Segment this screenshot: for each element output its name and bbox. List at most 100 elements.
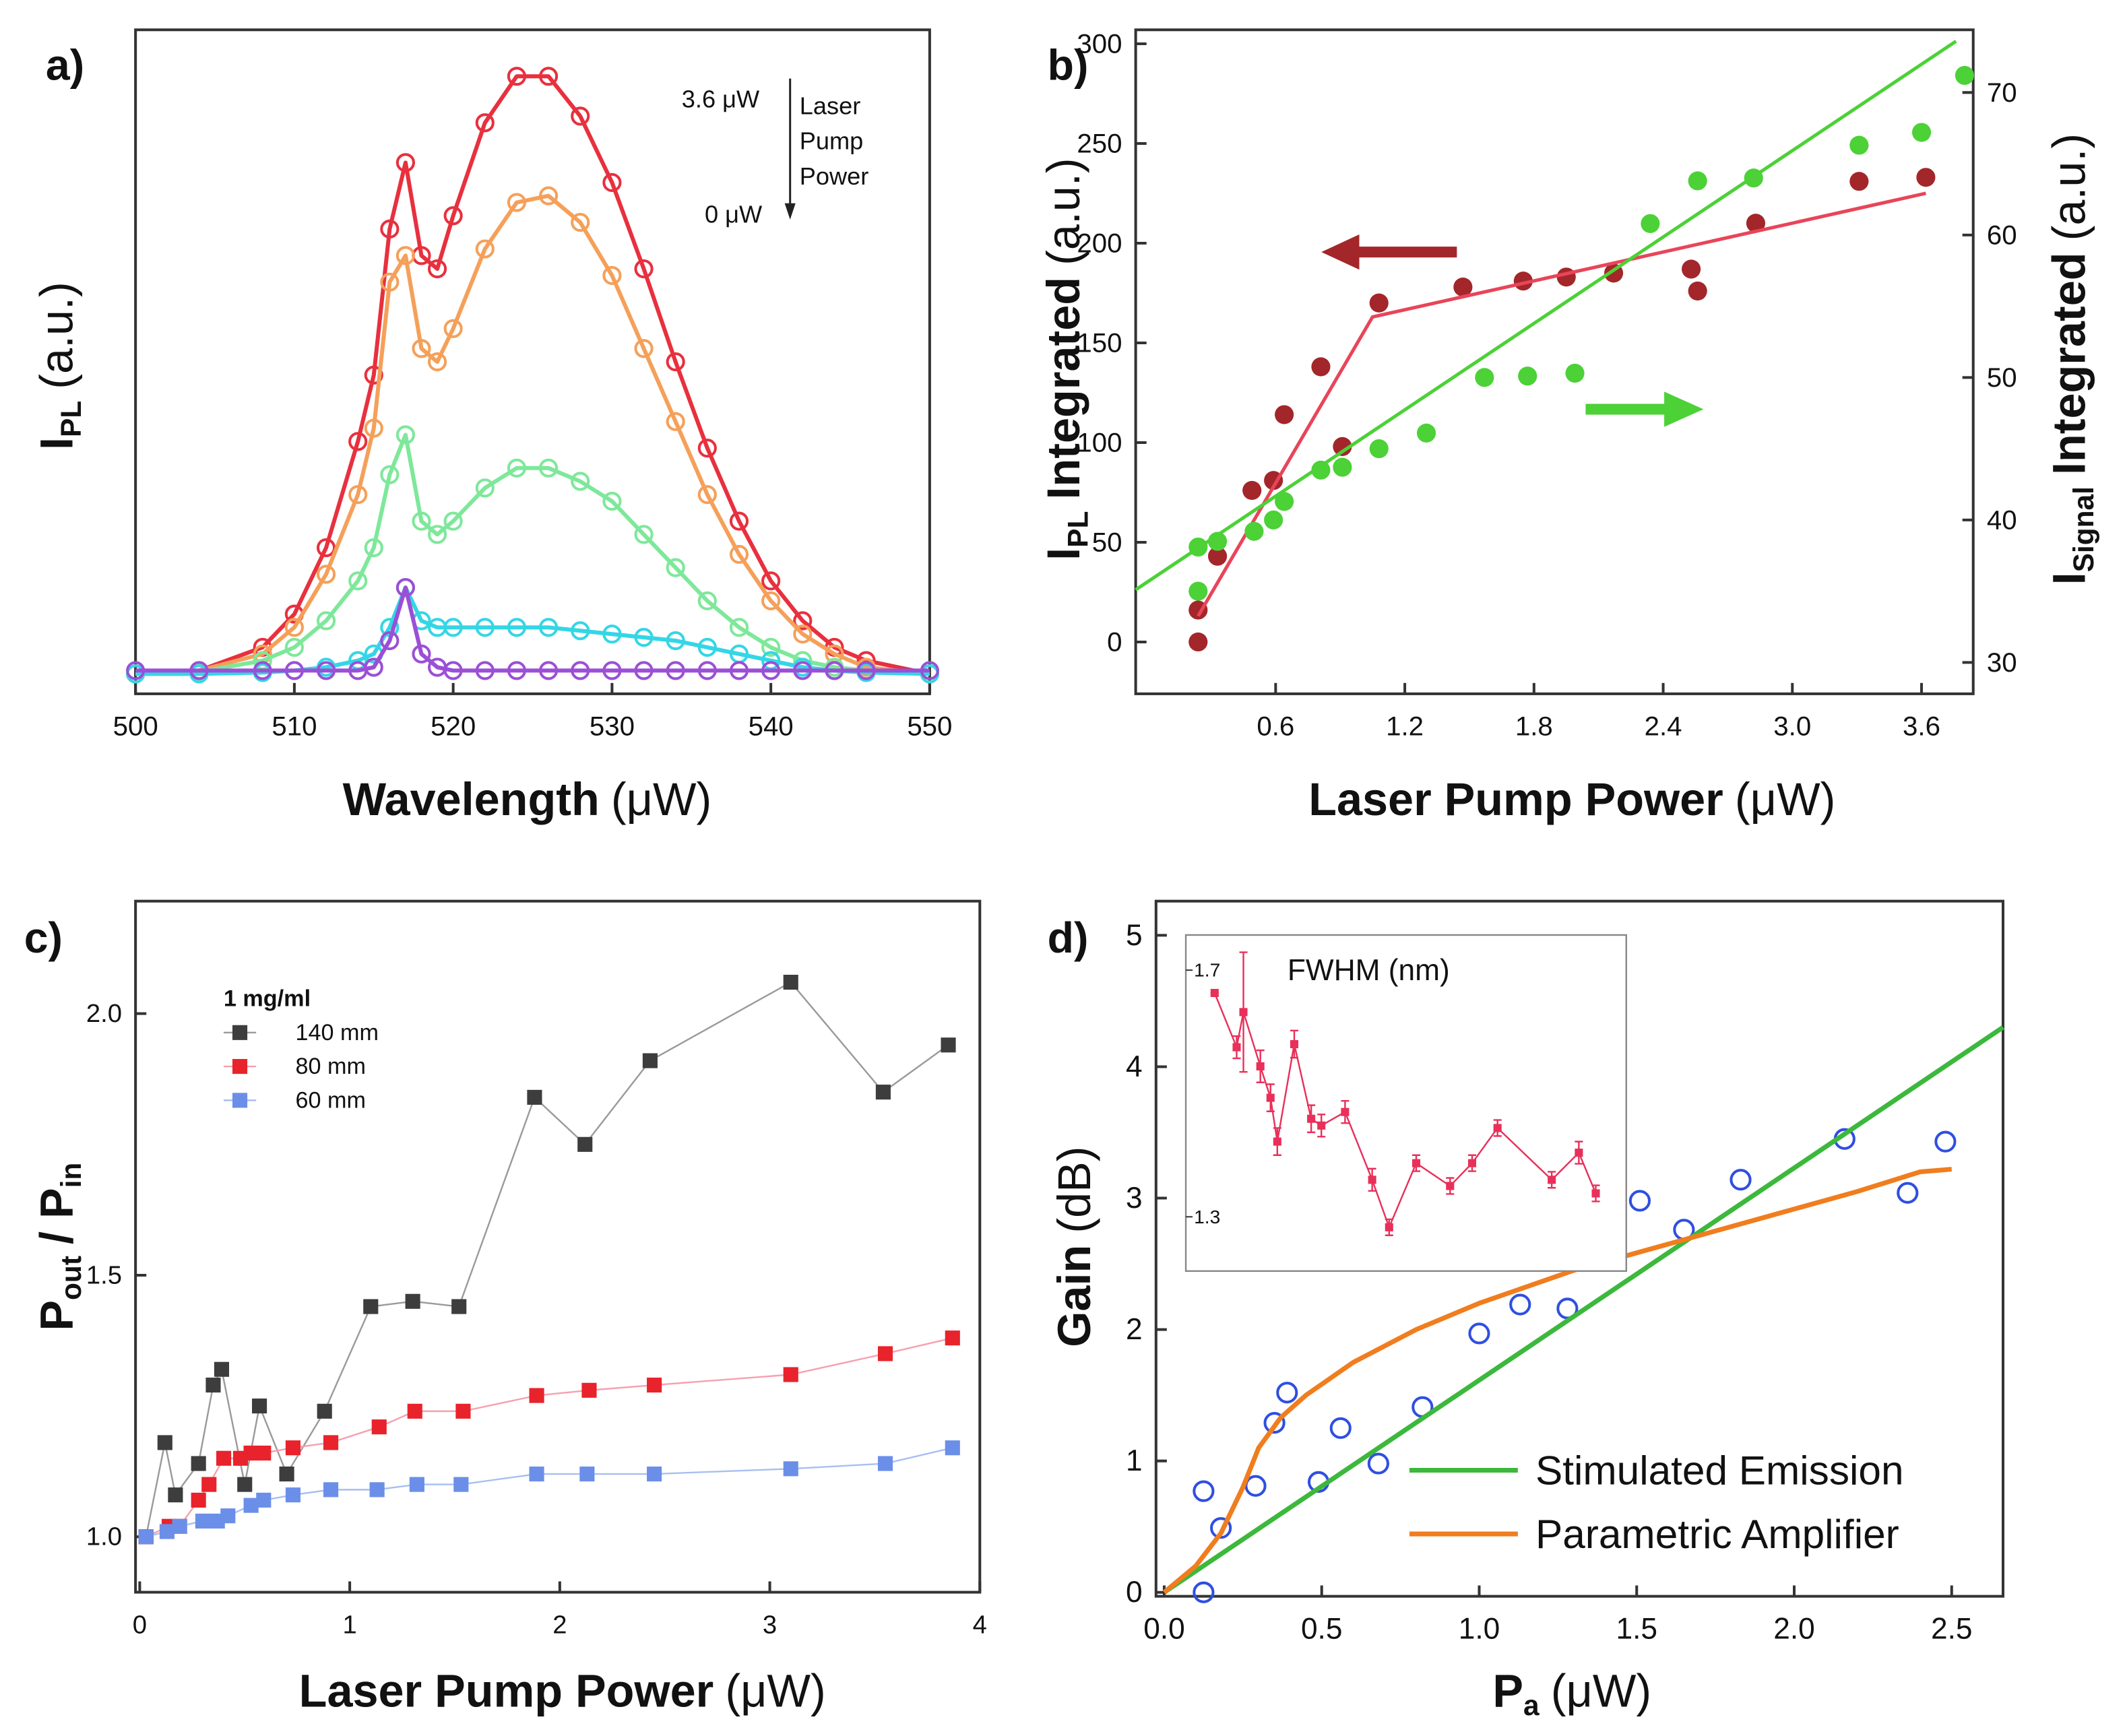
point	[856, 661, 876, 680]
point	[1688, 171, 1707, 191]
axis-label-part: I	[2044, 572, 2095, 585]
panel-label: c)	[24, 913, 63, 962]
axis-label-part: Signal	[2068, 486, 2099, 572]
x-tick-label: 500	[113, 711, 158, 742]
point	[323, 1482, 339, 1498]
point	[1628, 1190, 1651, 1212]
annotation: 0 μW	[705, 200, 763, 228]
point	[539, 618, 559, 637]
point	[761, 591, 781, 611]
axis-label-part: (μW)	[725, 1665, 825, 1716]
point	[1232, 1043, 1241, 1052]
x-tick-label: 550	[907, 711, 952, 742]
axis-label-part: (μW)	[1551, 1665, 1651, 1716]
point	[602, 265, 622, 286]
point	[577, 1136, 593, 1152]
panel-label: b)	[1048, 41, 1089, 90]
point	[793, 611, 813, 631]
plot-frame	[134, 899, 982, 1594]
point	[1307, 1114, 1316, 1123]
point	[1290, 1039, 1298, 1049]
point	[1273, 1137, 1281, 1146]
point	[364, 538, 383, 558]
y-axis-label: IPL Integrated (a.u.)	[1038, 158, 1093, 560]
point	[316, 661, 336, 680]
point	[157, 1435, 172, 1450]
y-tick-label: 0	[1126, 1576, 1143, 1609]
point	[1275, 492, 1294, 511]
axis-label-part: Integrated	[1038, 277, 1089, 500]
point	[877, 1346, 893, 1361]
panel-label: a)	[46, 41, 84, 90]
point	[507, 193, 527, 212]
point	[1916, 168, 1936, 187]
point	[783, 1367, 798, 1382]
point	[697, 591, 717, 611]
plot-frame	[1134, 28, 1975, 695]
point	[205, 1377, 221, 1393]
point	[253, 661, 272, 680]
point	[1518, 366, 1537, 386]
legend-label: 60 mm	[296, 1087, 366, 1113]
point	[443, 319, 463, 338]
point	[455, 1403, 471, 1419]
point	[443, 618, 463, 637]
axis-label-part: (μW)	[1735, 774, 1835, 825]
point	[1385, 1223, 1393, 1231]
point	[1275, 405, 1294, 424]
point	[666, 352, 685, 372]
axis-label-part: (a.u.)	[31, 282, 82, 389]
y2-tick-label: 40	[1987, 505, 2017, 535]
point	[697, 485, 717, 505]
series-line	[1162, 1025, 2004, 1595]
point	[1311, 357, 1331, 377]
point	[729, 661, 749, 680]
point	[579, 1466, 595, 1482]
point	[1317, 1121, 1326, 1130]
legend-label: Stimulated Emission	[1535, 1448, 1904, 1493]
plot-frame	[1184, 934, 1627, 1273]
point	[195, 1513, 210, 1529]
x-axis-label: Wavelength (μW)	[343, 774, 712, 825]
legend-label: 80 mm	[296, 1054, 366, 1079]
point	[642, 1053, 658, 1068]
point	[1239, 1008, 1248, 1017]
point	[475, 239, 495, 259]
point	[427, 352, 447, 372]
point	[1688, 281, 1707, 301]
point	[243, 1498, 259, 1513]
point	[1849, 135, 1869, 155]
point	[214, 1361, 230, 1377]
x-tick-label: 0.0	[1143, 1612, 1185, 1645]
x-tick-label: 0.5	[1301, 1612, 1343, 1645]
point	[1682, 259, 1701, 279]
x-tick-label: 1	[342, 1610, 356, 1639]
point	[126, 661, 146, 680]
point	[316, 538, 336, 558]
point	[1897, 1182, 1919, 1204]
point	[1368, 1176, 1376, 1184]
x-axis-label: Laser Pump Power (μW)	[299, 1665, 826, 1716]
point	[920, 661, 939, 680]
y-tick-label: 200	[1077, 228, 1122, 258]
axis-label-part: P	[1492, 1665, 1523, 1716]
x-tick-label: 0	[133, 1610, 147, 1639]
axis-arrowhead-right	[1664, 391, 1704, 427]
point	[571, 106, 590, 126]
point	[666, 412, 685, 431]
point	[316, 565, 336, 584]
point	[371, 1419, 387, 1435]
point	[412, 511, 431, 531]
series-line	[1197, 191, 1926, 617]
point	[1333, 437, 1352, 456]
x-tick-label: 520	[431, 711, 476, 742]
point	[1730, 1169, 1752, 1191]
point	[412, 644, 431, 664]
point	[443, 206, 463, 226]
point	[1548, 1176, 1556, 1184]
point	[761, 637, 781, 657]
point	[475, 113, 495, 133]
axis-label-part: in	[55, 1163, 86, 1188]
point	[825, 661, 844, 680]
point	[237, 1477, 253, 1492]
